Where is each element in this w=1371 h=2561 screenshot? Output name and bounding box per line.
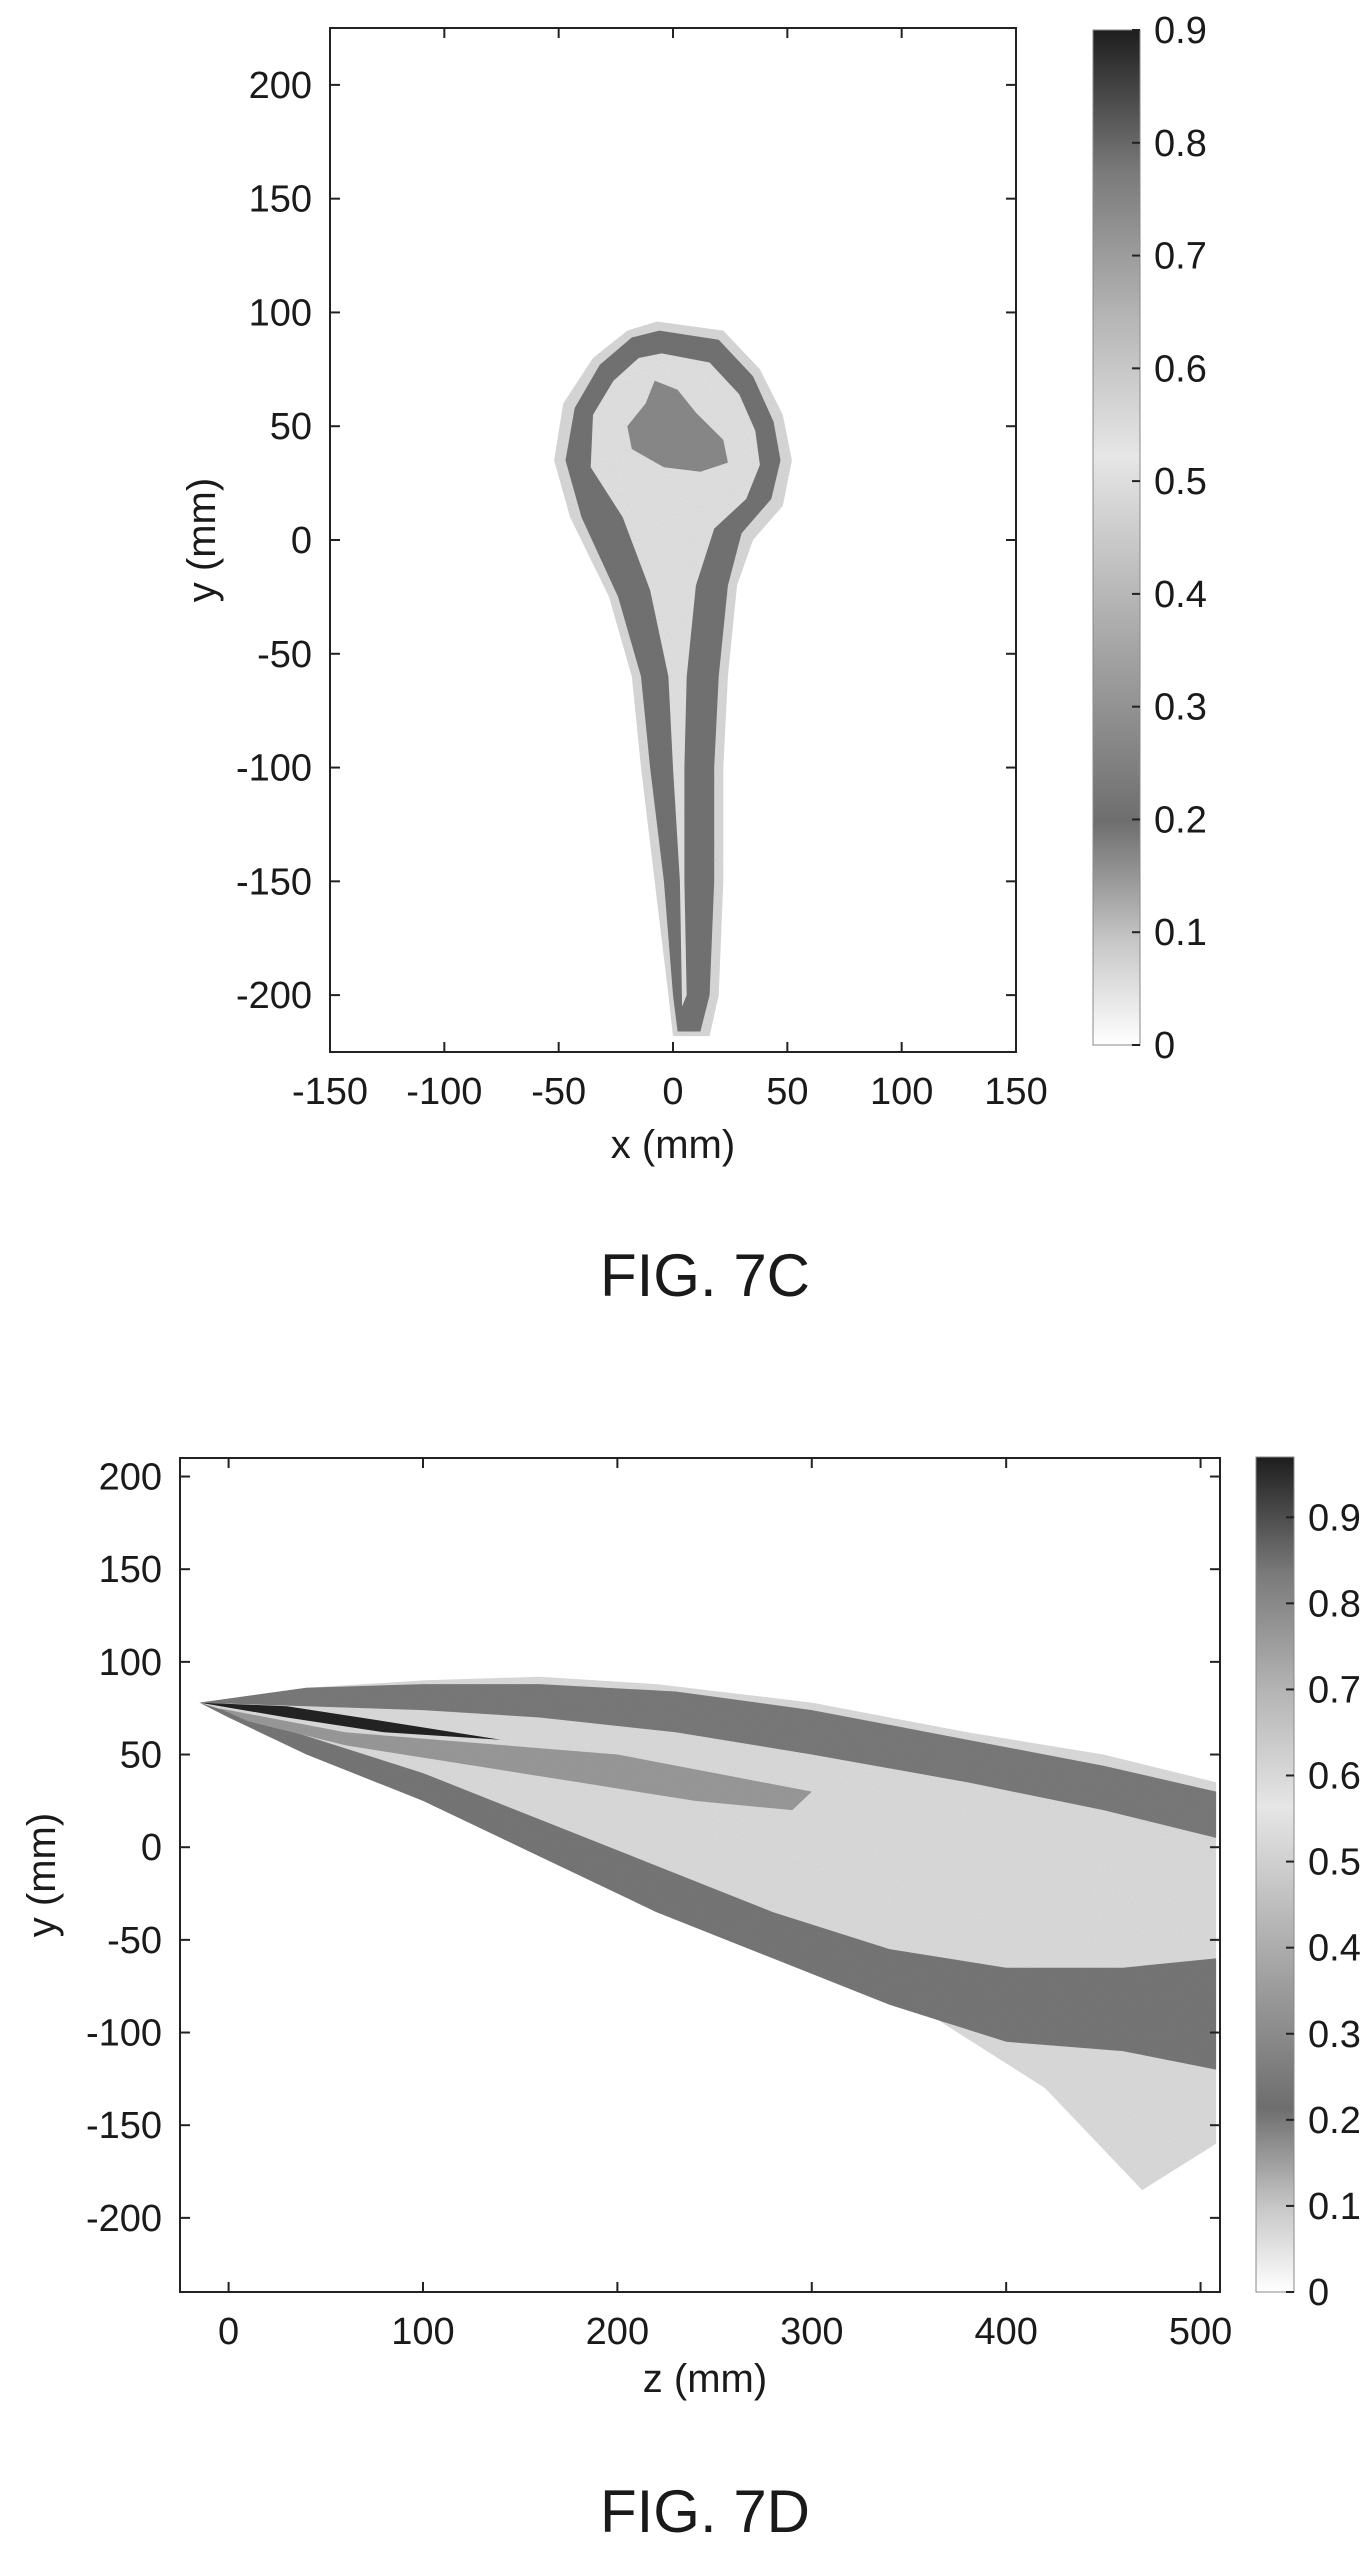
y-tick-label: 0 [291, 520, 312, 562]
colorbar-tick-label: 0.2 [1154, 799, 1207, 841]
colorbar-tick-label: 0.5 [1154, 461, 1207, 503]
y-tick-label: 100 [99, 1642, 162, 1684]
x-tick-label: 200 [586, 2311, 649, 2353]
colorbar-tick-label: 0.3 [1308, 2014, 1361, 2056]
chart-7d: 0 100 200 300 400 500 -200 -150 -100 -50 0 50 100 15… [20, 1456, 1361, 2545]
colorbar-tick-label: 0.7 [1154, 236, 1207, 278]
y-tick-label: -100 [86, 2013, 162, 2055]
x-tick-label: -50 [531, 1071, 586, 1113]
colorbar-7d [1255, 1456, 1295, 2293]
colorbar-tick-label: 0.3 [1154, 687, 1207, 729]
colorbar-tick-label: 0.9 [1154, 10, 1207, 52]
colorbar-tick-label: 0 [1308, 2272, 1329, 2314]
x-tick-label: 500 [1169, 2311, 1232, 2353]
y-tick-label: -150 [236, 861, 312, 903]
y-tick-label: -50 [107, 1920, 162, 1962]
lower-band-7d [199, 1702, 1217, 2070]
colorbar-tick-label: 0.8 [1154, 123, 1207, 165]
x-ticks-7d: 0 100 200 300 400 500 [218, 1458, 1232, 2353]
x-tick-label: 50 [766, 1071, 808, 1113]
x-axis-label-7d: z (mm) [643, 2357, 767, 2401]
colorbar-tick-label: 0.7 [1308, 1669, 1361, 1711]
plume-7d [199, 1676, 1217, 2191]
x-tick-label: 300 [780, 2311, 843, 2353]
x-tick-label: 400 [974, 2311, 1037, 2353]
chart-7c: -150 -100 -50 0 50 100 150 -200 -150 -100 -50 0 50 1… [180, 10, 1207, 1309]
colorbar-tick-label: 0.4 [1154, 574, 1207, 616]
y-axis-label-7c: y (mm) [180, 478, 224, 602]
y-tick-label: -200 [86, 2198, 162, 2240]
y-axis-label-7d: y (mm) [20, 1813, 64, 1937]
plume-spot-7c [627, 380, 728, 472]
colorbar-tick-label: 0.5 [1308, 1842, 1361, 1884]
y-tick-label: 0 [141, 1827, 162, 1869]
colorbar-tick-label: 0 [1154, 1025, 1175, 1067]
figure-caption-7d: FIG. 7D [600, 2478, 810, 2545]
colorbar-ticks-7d: 0 0.1 0.2 0.3 0.4 0.5 0.6 0.7 0.8 0.9 [1286, 1497, 1361, 2314]
heatmap-field-7d [199, 1676, 1217, 2191]
y-tick-label: 200 [99, 1457, 162, 1499]
upper-band-7d [199, 1684, 1217, 1838]
nozzle-core-7d [199, 1702, 501, 1740]
y-tick-label: 200 [249, 65, 312, 107]
x-ticks-7c: -150 -100 -50 0 50 100 150 [292, 28, 1048, 1113]
colorbar-tick-label: 0.1 [1308, 2186, 1361, 2228]
y-tick-label: 150 [249, 179, 312, 221]
figure-caption-7c: FIG. 7C [600, 1242, 810, 1309]
y-tick-label: 50 [270, 406, 312, 448]
y-tick-label: -200 [236, 975, 312, 1017]
x-tick-label: 0 [662, 1071, 683, 1113]
x-tick-label: -150 [292, 1071, 368, 1113]
y-tick-label: 150 [99, 1549, 162, 1591]
colorbar-7c [1092, 29, 1141, 1046]
x-tick-label: 100 [870, 1071, 933, 1113]
colorbar-tick-label: 0.6 [1154, 348, 1207, 390]
x-tick-label: 150 [984, 1071, 1047, 1113]
y-ticks-7d: -200 -150 -100 -50 0 50 100 150 200 [86, 1457, 1220, 2240]
colorbar-tick-label: 0.8 [1308, 1583, 1361, 1625]
y-tick-label: -150 [86, 2105, 162, 2147]
core-streak-7d [218, 1708, 812, 1811]
colorbar-tick-label: 0.6 [1308, 1756, 1361, 1798]
y-ticks-7c: -200 -150 -100 -50 0 50 100 150 200 [236, 65, 1016, 1017]
x-tick-label: 0 [218, 2311, 239, 2353]
heatmap-field-7c [554, 321, 792, 1037]
x-tick-label: -100 [406, 1071, 482, 1113]
y-tick-label: -50 [257, 634, 312, 676]
x-tick-label: 100 [391, 2311, 454, 2353]
y-tick-label: -100 [236, 748, 312, 790]
colorbar-tick-label: 0.9 [1308, 1497, 1361, 1539]
colorbar-tick-label: 0.1 [1154, 912, 1207, 954]
colorbar-ticks-7c: 0 0.1 0.2 0.3 0.4 0.5 0.6 0.7 0.8 0.9 [1132, 10, 1207, 1067]
x-axis-label-7c: x (mm) [611, 1123, 735, 1167]
colorbar-tick-label: 0.2 [1308, 2100, 1361, 2142]
y-tick-label: 100 [249, 292, 312, 334]
plume-7c [554, 321, 792, 1037]
colorbar-tick-label: 0.4 [1308, 1928, 1361, 1970]
plume-core-7c [590, 353, 760, 1007]
y-tick-label: 50 [120, 1735, 162, 1777]
plot-frame-7d [179, 1457, 1221, 2293]
